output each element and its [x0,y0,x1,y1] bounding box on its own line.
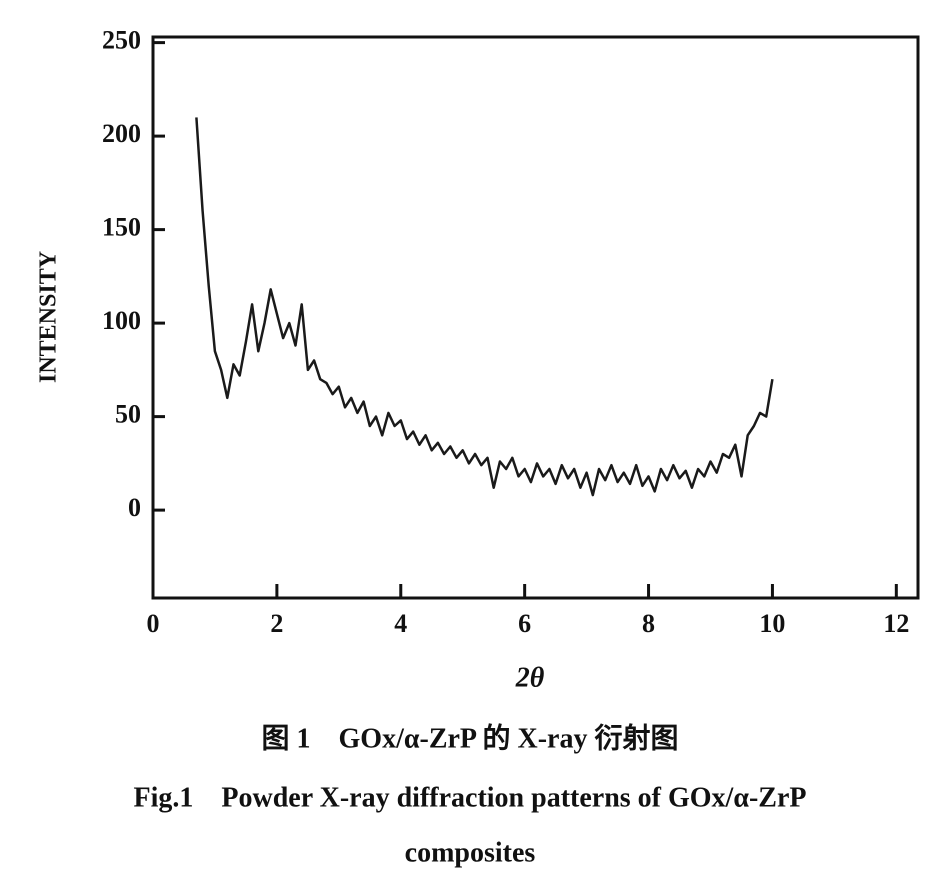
y-tick-label: 50 [115,400,141,429]
y-axis-label: INTENSITY [36,251,62,383]
x-tick-label: 12 [883,609,909,638]
x-tick-label: 4 [394,609,407,638]
x-tick-label: 0 [147,609,160,638]
x-tick-label: 2 [270,609,283,638]
y-tick-label: 100 [102,306,141,335]
x-tick-label: 6 [518,609,531,638]
y-tick-label: 0 [128,493,141,522]
data-line [195,117,774,497]
x-axis-label: 2θ [515,662,545,693]
caption: 图 1 GOx/α-ZrP 的 X-ray 衍射图 [262,721,679,754]
x-tick-label: 10 [759,609,785,638]
y-tick-label: 250 [102,26,141,55]
x-tick-label: 8 [642,609,655,638]
plot-frame [151,35,920,600]
caption: composites [405,837,536,868]
y-tick-label: 200 [102,119,141,148]
y-tick-label: 150 [102,213,141,242]
caption: Fig.1 Powder X-ray diffraction patterns … [134,782,807,813]
